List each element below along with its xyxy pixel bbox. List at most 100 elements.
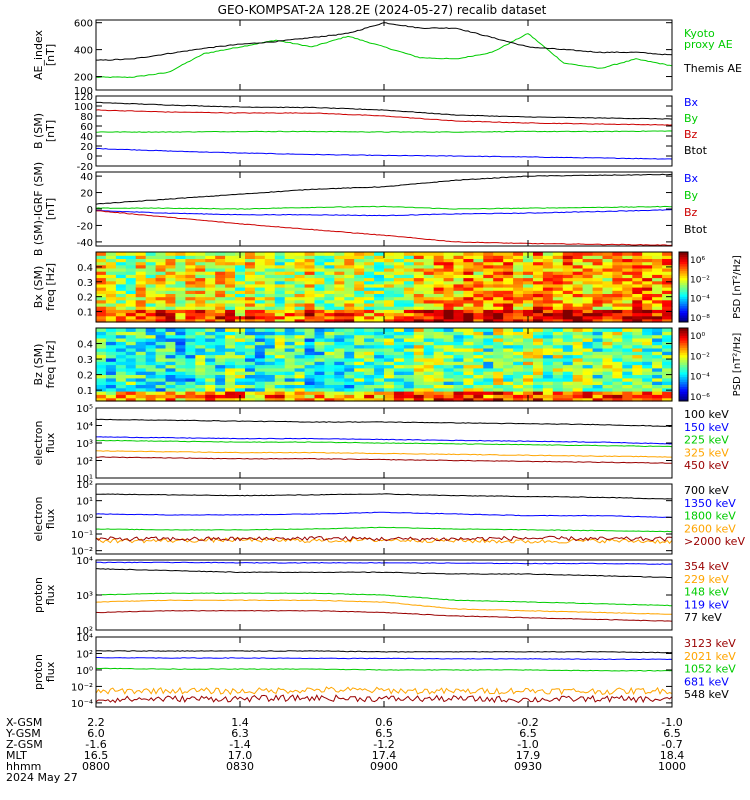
- spectrogram-cell: [463, 274, 474, 279]
- spectrogram-cell: [403, 391, 415, 395]
- spectrogram-cell: [185, 315, 196, 320]
- spectrogram-cell: [344, 394, 355, 399]
- spectrogram-cell: [215, 334, 226, 339]
- spectrogram-cell: [205, 277, 216, 282]
- spectrogram-cell: [533, 290, 544, 294]
- spectrogram-cell: [413, 384, 425, 389]
- spectrogram-cell: [205, 387, 216, 392]
- spectrogram-cell: [552, 381, 564, 385]
- spectrogram-cell: [612, 367, 623, 372]
- spectrogram-cell: [572, 334, 584, 339]
- spectrogram-cell: [662, 377, 673, 382]
- spectrogram-cell: [473, 261, 484, 266]
- spectrogram-cell: [354, 377, 365, 382]
- spectrogram-cell: [354, 277, 365, 282]
- spectrogram-cell: [364, 351, 375, 356]
- spectrogram-cell: [135, 280, 147, 285]
- spectrogram-cell: [294, 299, 306, 304]
- spectrogram-cell: [235, 344, 246, 349]
- spectrogram-cell: [602, 299, 613, 304]
- spectrogram-cell: [562, 302, 574, 307]
- spectrogram-cell: [652, 267, 663, 272]
- spectrogram-cell: [294, 374, 306, 379]
- spectrogram-cell: [274, 274, 286, 279]
- spectrogram-cell: [612, 306, 623, 310]
- spectrogram-cell: [552, 341, 564, 346]
- series-line: [95, 535, 673, 542]
- spectrogram-cell: [503, 309, 514, 314]
- spectrogram-cell: [245, 354, 256, 359]
- spectrogram-cell: [175, 361, 186, 366]
- spectrogram-cell: [552, 384, 564, 389]
- spectrogram-cell: [284, 381, 296, 385]
- spectrogram-cell: [632, 374, 643, 379]
- spectrogram-cell: [165, 354, 176, 359]
- spectrogram-cell: [612, 361, 623, 366]
- spectrogram-cell: [334, 377, 345, 382]
- spectrogram-cell: [403, 357, 415, 362]
- spectrogram-cell: [413, 258, 425, 263]
- spectrogram-cell: [413, 367, 425, 372]
- spectrogram-cell: [423, 302, 435, 307]
- legend-label: 681 keV: [684, 675, 729, 688]
- spectrogram-cell: [483, 264, 494, 269]
- x-tick-value: -0.2: [517, 716, 538, 729]
- spectrogram-cell: [135, 255, 147, 259]
- spectrogram-cell: [264, 293, 276, 298]
- spectrogram-cell: [225, 334, 236, 339]
- spectrogram-cell: [264, 290, 276, 294]
- spectrogram-cell: [264, 331, 276, 336]
- y-tick-label: 0.3: [77, 355, 93, 366]
- spectrogram-cell: [235, 381, 246, 385]
- spectrogram-cell: [503, 394, 514, 399]
- spectrogram-cell: [125, 384, 137, 389]
- spectrogram-cell: [403, 315, 415, 320]
- spectrogram-cell: [374, 367, 385, 372]
- spectrogram-cell: [235, 391, 246, 395]
- spectrogram-cell: [155, 299, 167, 304]
- spectrogram-cell: [413, 331, 425, 336]
- spectrogram-cell: [483, 397, 494, 402]
- spectrogram-cell: [205, 290, 216, 294]
- spectrogram-cell: [384, 312, 395, 317]
- spectrogram-cell: [652, 280, 663, 285]
- spectrogram-cell: [294, 267, 306, 272]
- spectrogram-cell: [552, 354, 564, 359]
- spectrogram-cell: [205, 274, 216, 279]
- y-tick-label: 10²: [76, 649, 93, 660]
- spectrogram-cell: [552, 271, 564, 275]
- spectrogram-cell: [592, 283, 604, 288]
- spectrogram-cell: [314, 338, 325, 342]
- spectrogram-cell: [344, 374, 355, 379]
- y-tick-label: 10⁴: [76, 633, 93, 644]
- spectrogram-cell: [443, 331, 455, 336]
- spectrogram-cell: [235, 299, 246, 304]
- spectrogram-cell: [195, 328, 206, 332]
- spectrogram-cell: [384, 277, 395, 282]
- spectrogram-cell: [403, 318, 415, 323]
- spectrogram-cell: [503, 357, 514, 362]
- spectrogram-cell: [423, 328, 435, 332]
- spectrogram-cell: [572, 328, 584, 332]
- spectrogram-cell: [433, 341, 445, 346]
- x-tick-value: -1.0: [517, 738, 538, 751]
- spectrogram-cell: [165, 287, 176, 291]
- spectrogram-cell: [195, 318, 206, 323]
- spectrogram-cell: [304, 341, 316, 346]
- spectrogram-cell: [205, 293, 216, 298]
- spectrogram-cell: [175, 287, 186, 291]
- spectrogram-cell: [105, 387, 117, 392]
- y-tick-label: 10⁴: [76, 556, 93, 567]
- spectrogram-cell: [145, 347, 157, 352]
- spectrogram-cell: [413, 252, 425, 256]
- spectrogram-cell: [622, 299, 633, 304]
- series-line: [96, 22, 673, 61]
- spectrogram-cell: [602, 354, 613, 359]
- spectrogram-cell: [225, 371, 236, 375]
- spectrogram-cell: [165, 252, 176, 256]
- spectrogram-cell: [254, 312, 266, 317]
- spectrogram-cell: [284, 261, 296, 266]
- spectrogram-cell: [443, 261, 455, 266]
- spectrogram-cell: [155, 384, 167, 389]
